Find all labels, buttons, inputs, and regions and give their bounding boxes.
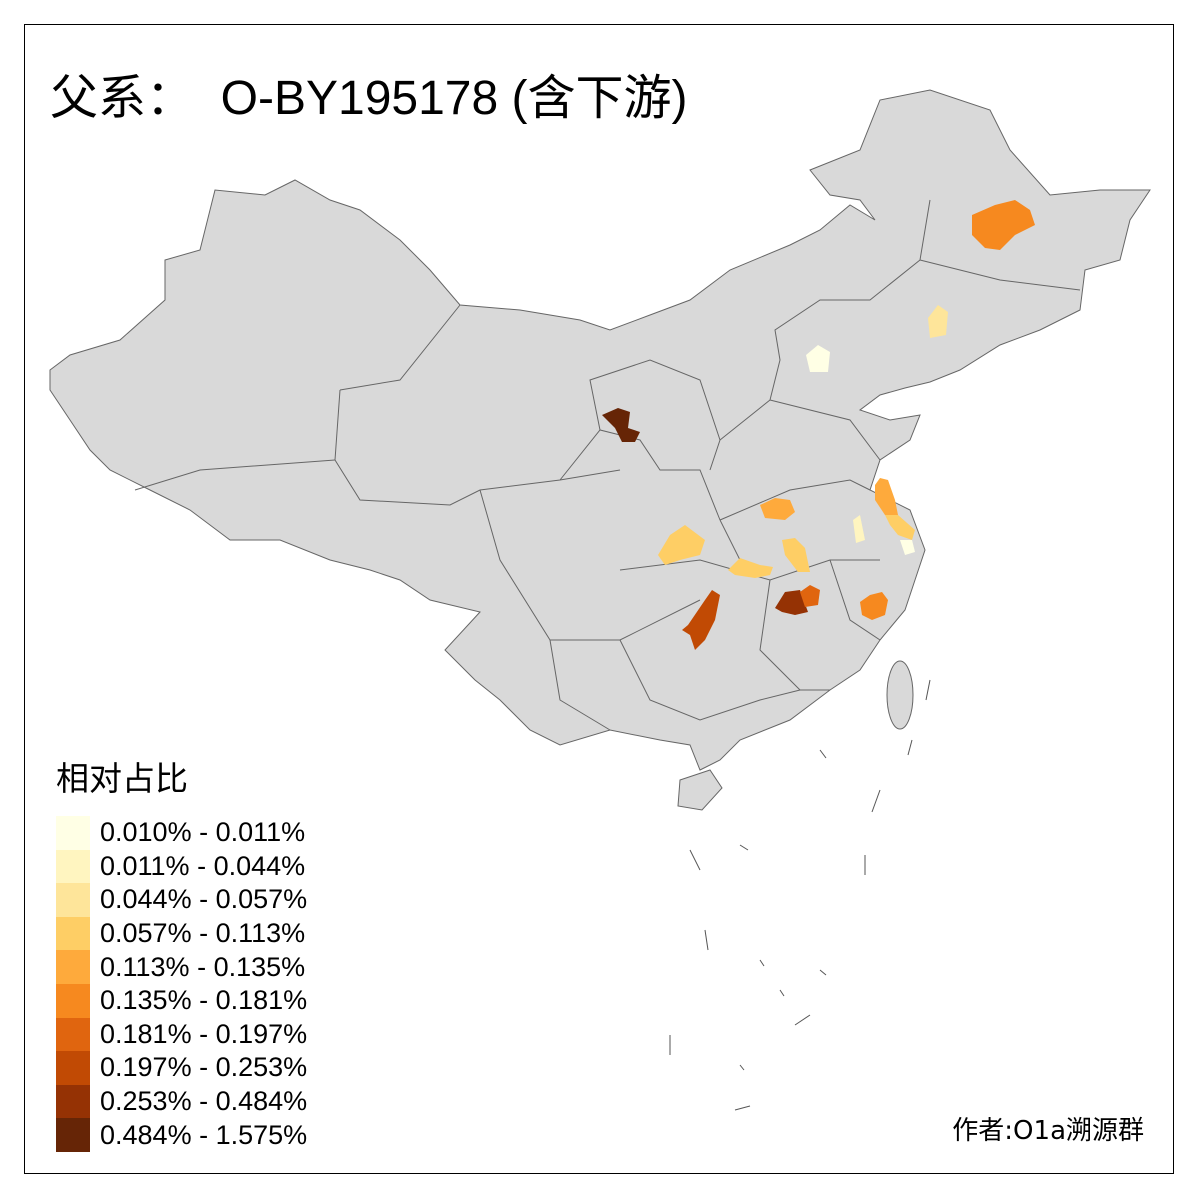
legend-label: 0.135% - 0.181% [100, 985, 308, 1016]
legend-swatch [56, 1051, 90, 1085]
highlighted-region [800, 585, 820, 607]
legend-swatch [56, 983, 90, 1018]
highlighted-region [728, 558, 773, 578]
legend-swatch [56, 1118, 90, 1152]
legend-label: 0.181% - 0.197% [100, 1018, 308, 1049]
highlighted-region [928, 305, 948, 338]
legend-item: 0.253% - 0.484% [56, 1084, 308, 1119]
highlighted-region [972, 200, 1035, 250]
map-frame [24, 24, 1174, 1174]
highlighted-region [682, 590, 720, 650]
legend-item: 0.044% - 0.057% [56, 883, 307, 917]
highlighted-region [875, 478, 898, 515]
legend-swatch [56, 950, 90, 984]
legend-label: 0.197% - 0.253% [100, 1052, 308, 1083]
legend-item: 0.113% - 0.135% [56, 950, 307, 984]
legend-label: 0.113% - 0.135% [100, 951, 306, 982]
highlighted-regions [602, 200, 1035, 650]
legend-item: 0.484% - 1.575% [56, 1118, 307, 1152]
land-layer [49, 89, 1151, 811]
highlighted-region [860, 592, 888, 620]
legend-item: 0.181% - 0.197% [56, 1017, 308, 1052]
legend-label: 0.010% - 0.011% [100, 817, 306, 848]
legend-swatch [56, 883, 90, 917]
taiwan-island [886, 660, 914, 730]
legend-swatch [56, 849, 90, 884]
legend-item: 0.135% - 0.181% [56, 983, 308, 1018]
legend-label: 0.044% - 0.057% [100, 884, 308, 915]
hainan-island [677, 769, 723, 811]
highlighted-region [853, 515, 865, 543]
legend-swatch [56, 816, 90, 850]
legend-label: 0.253% - 0.484% [100, 1086, 308, 1117]
highlighted-region [900, 540, 915, 555]
legend-item: 0.057% - 0.113% [56, 916, 307, 951]
legend-label: 0.011% - 0.044% [100, 850, 306, 881]
province-borders [134, 199, 1081, 731]
highlighted-region [602, 408, 640, 442]
map-title: 父系： O-BY195178 (含下游) [50, 72, 688, 125]
legend-item: 0.011% - 0.044% [56, 849, 307, 884]
highlighted-region [782, 538, 810, 572]
highlighted-region [760, 498, 795, 520]
legend-swatch [56, 916, 90, 951]
legend-swatch [56, 1017, 90, 1052]
legend-label: 0.057% - 0.113% [100, 918, 306, 949]
highlighted-region [806, 345, 830, 372]
highlighted-region [658, 525, 705, 565]
legend-label: 0.484% - 1.575% [100, 1119, 308, 1150]
legend: 相对占比 0.010% - 0.011% 0.011% - 0.044% 0.044… [56, 752, 307, 1152]
legend-title: 相对占比 [56, 759, 188, 798]
south-sea-islands [669, 679, 931, 1111]
legend-item: 0.010% - 0.011% [56, 816, 307, 850]
author-credit: 作者:O1a溯源群 [952, 1116, 1144, 1146]
legend-swatch [56, 1084, 90, 1119]
highlighted-region [885, 515, 915, 540]
legend-item: 0.197% - 0.253% [56, 1051, 307, 1085]
highlighted-region [775, 590, 808, 615]
